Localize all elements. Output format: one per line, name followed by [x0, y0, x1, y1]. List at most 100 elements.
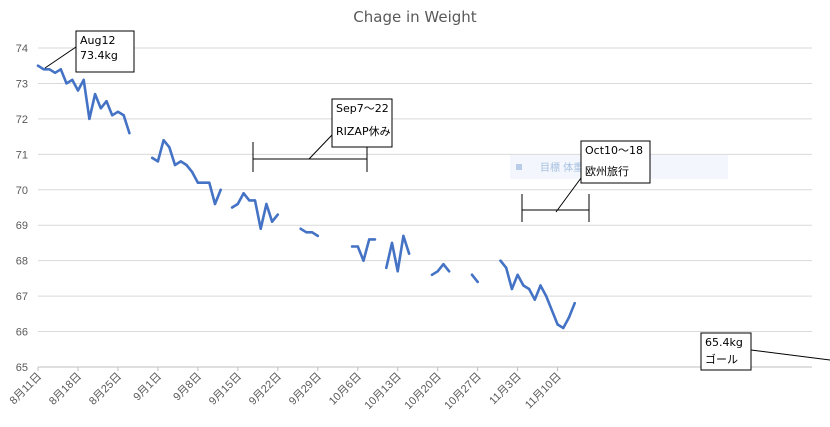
data-point: [527, 287, 531, 291]
x-tick-label: 9月22日: [247, 371, 284, 408]
data-point: [402, 234, 405, 238]
data-point: [191, 170, 194, 174]
x-tick-label: 11月10日: [523, 371, 564, 412]
range-bracket-oct: [521, 194, 590, 222]
y-tick-label: 68: [16, 256, 28, 268]
data-point: [242, 192, 245, 195]
callout-leader-start: [44, 46, 77, 69]
callout-leader-goal: [750, 349, 830, 361]
callout-goal: 65.4kg ゴール: [700, 332, 752, 371]
gridlines: [38, 47, 812, 368]
x-tick-label: 8月11日: [8, 371, 44, 407]
series-line-segment: [36, 64, 131, 135]
data-point: [510, 287, 514, 291]
series-line-segment: [430, 262, 451, 277]
data-point: [162, 139, 165, 142]
data-point: [470, 273, 474, 276]
data-point: [236, 202, 239, 206]
data-point: [545, 294, 548, 298]
callout-box: [75, 30, 135, 73]
data-point: [447, 270, 451, 273]
legend-marker: [516, 164, 522, 170]
y-tick-label: 74: [16, 43, 28, 55]
x-tick-label: 8月18日: [47, 371, 84, 408]
data-point: [82, 78, 85, 82]
data-point: [173, 163, 177, 167]
data-point: [390, 241, 394, 245]
y-tick-label: 67: [16, 291, 28, 303]
x-tick-label: 10月6日: [327, 371, 364, 408]
data-point: [356, 245, 359, 248]
data-point: [522, 284, 525, 287]
series-line-segment: [299, 227, 320, 238]
data-point: [208, 181, 211, 184]
x-tick-label: 9月8日: [171, 371, 204, 404]
data-point: [105, 100, 108, 103]
data-point: [185, 163, 188, 167]
data-point: [499, 259, 502, 262]
callout-line-1: 65.4kg: [705, 336, 743, 349]
data-point: [396, 270, 399, 273]
data-point: [573, 302, 576, 305]
series-line-segment: [230, 192, 280, 231]
data-point: [116, 110, 120, 114]
callout-line-2: 73.4kg: [80, 49, 118, 62]
data-point: [310, 231, 314, 234]
data-point: [202, 181, 205, 184]
callout-sep: Sep7～22 RIZAP休み: [331, 98, 393, 148]
callout-line-1: Sep7～22: [336, 102, 389, 115]
x-tick-label: 8月25日: [87, 371, 124, 408]
callout-box: [331, 98, 393, 148]
data-point: [65, 82, 68, 85]
data-point: [168, 146, 171, 149]
y-tick-label: 69: [16, 220, 28, 232]
series-line-segment: [384, 234, 411, 273]
data-point: [151, 156, 154, 160]
x-axis-ticks: 8月11日 8月18日 8月25日 9月1日 9月8日 9月15日 9月22日 9月29日 10…: [8, 367, 564, 412]
callout-start: Aug12 73.4kg: [75, 30, 135, 73]
data-point: [111, 114, 114, 117]
data-point: [316, 234, 319, 238]
data-point: [442, 263, 445, 266]
x-tick-label: 9月15日: [207, 371, 244, 408]
callout-oct: Oct10～18 欧州旅行: [580, 140, 651, 184]
x-tick-label: 10月27日: [442, 371, 483, 412]
data-point: [179, 160, 182, 163]
data-point: [476, 280, 479, 284]
callout-leader-oct: [555, 177, 582, 213]
callout-line-2: ゴール: [705, 352, 738, 366]
y-tick-label: 72: [16, 114, 28, 126]
data-point: [53, 71, 57, 75]
x-tick-label: 10月13日: [362, 371, 403, 412]
data-point: [368, 238, 371, 241]
data-point: [265, 202, 268, 206]
data-point: [362, 259, 365, 262]
data-point: [213, 202, 217, 206]
series-weight: [36, 64, 577, 330]
y-tick-label: 73: [16, 78, 28, 90]
data-point: [230, 206, 234, 209]
data-point: [533, 298, 536, 301]
y-axis-ticks: 65 66 67 68 69 70 71 72 73 74: [16, 43, 28, 374]
data-point: [76, 89, 80, 92]
y-tick-label: 65: [16, 362, 28, 374]
y-tick-label: 71: [16, 149, 28, 161]
data-point: [99, 107, 103, 110]
data-point: [42, 68, 45, 71]
data-point: [253, 199, 257, 202]
data-point: [567, 316, 571, 319]
x-tick-label: 10月20日: [402, 371, 443, 412]
y-tick-label: 66: [16, 327, 28, 339]
data-point: [430, 273, 434, 276]
data-point: [305, 231, 308, 234]
data-point: [122, 114, 125, 117]
data-point: [48, 68, 51, 71]
data-point: [71, 78, 74, 82]
callout-box: [700, 332, 752, 371]
range-bracket-sep: [252, 142, 368, 172]
data-point: [36, 64, 40, 67]
callout-box: [580, 140, 651, 184]
x-tick-label: 9月1日: [131, 371, 164, 404]
callout-line-2: 欧州旅行: [585, 164, 629, 178]
